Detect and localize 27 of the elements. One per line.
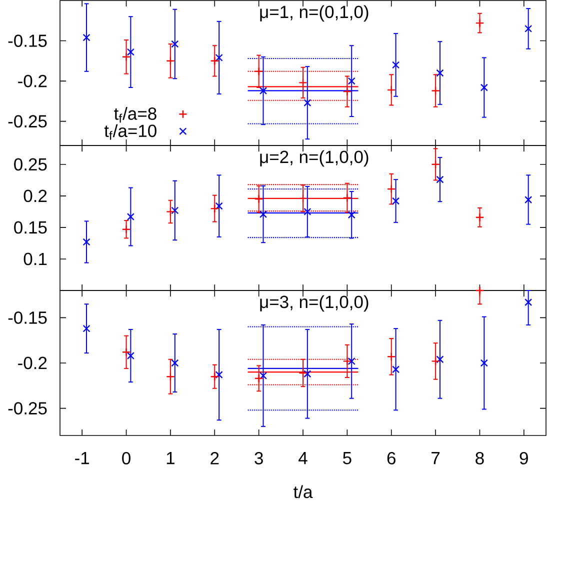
chart-title: μ=1, n=(0,1,0) bbox=[260, 5, 368, 22]
chart-title: μ=3, n=(1,0,0) bbox=[260, 295, 368, 312]
legend-label: t$_{f}$/a=8 bbox=[114, 107, 156, 123]
y-tick-label: -0.15 bbox=[8, 311, 47, 324]
x-tick-label: 9 bbox=[520, 452, 528, 464]
y-tick-label: -0.2 bbox=[18, 74, 47, 88]
x-tick-label: 5 bbox=[343, 452, 352, 464]
y-tick-label: -0.25 bbox=[8, 115, 47, 128]
y-tick-label: 0.2 bbox=[24, 190, 47, 202]
chart-title: μ=2, n=(1,0,0) bbox=[260, 150, 368, 167]
x-tick-label: 6 bbox=[387, 452, 396, 464]
x-tick-label: 8 bbox=[476, 452, 484, 464]
y-tick-label: -0.15 bbox=[8, 34, 47, 47]
y-tick-label: -0.2 bbox=[18, 356, 47, 370]
legend-label: t$_{f}$/a=10 bbox=[104, 124, 156, 140]
y-tick-label: 0.25 bbox=[14, 158, 47, 171]
x-tick-label: 3 bbox=[254, 452, 263, 464]
x-tick-label: 7 bbox=[432, 452, 440, 464]
x-tick-label: -1 bbox=[75, 452, 90, 464]
y-tick-label: -0.25 bbox=[8, 402, 47, 415]
x-tick-label: 1 bbox=[166, 452, 174, 464]
y-tick-label: 0.15 bbox=[14, 221, 47, 234]
x-tick-label: 0 bbox=[122, 452, 130, 464]
x-tick-label: 4 bbox=[298, 452, 308, 464]
y-tick-label: 0.1 bbox=[24, 252, 47, 266]
x-axis-title: t/a bbox=[294, 485, 313, 498]
x-tick-label: 2 bbox=[210, 452, 219, 464]
